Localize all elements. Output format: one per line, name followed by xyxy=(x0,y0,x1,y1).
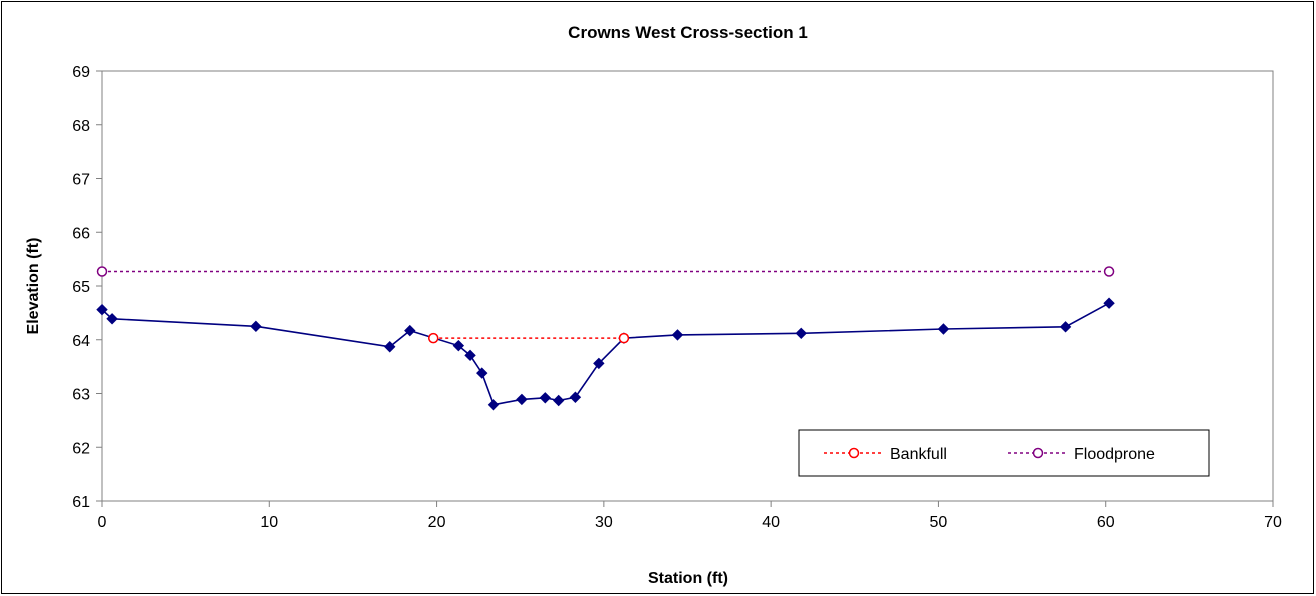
ground-point xyxy=(516,393,528,406)
legend-floodprone-marker xyxy=(1032,447,1044,459)
ground-point xyxy=(552,394,565,407)
y-tick-label: 68 xyxy=(72,118,90,135)
x-axis-label: Station (ft) xyxy=(648,570,728,587)
y-axis: 61 62 63 64 65 66 67 68 69 xyxy=(72,64,102,511)
ground-point xyxy=(464,349,476,362)
chart-title: Crowns West Cross-section 1 xyxy=(568,23,808,42)
ground-point xyxy=(106,313,118,325)
x-tick-label: 60 xyxy=(1097,514,1115,531)
floodprone-point xyxy=(96,266,108,277)
ground-point xyxy=(487,399,500,411)
series-layer xyxy=(96,266,1115,411)
ground-point xyxy=(404,324,416,337)
y-tick-label: 61 xyxy=(72,494,90,511)
x-tick-label: 10 xyxy=(260,514,278,531)
ground-point xyxy=(1103,297,1115,309)
y-tick-label: 67 xyxy=(72,172,90,189)
ground-point xyxy=(671,329,684,341)
y-tick-label: 62 xyxy=(72,440,90,457)
x-tick-label: 70 xyxy=(1264,514,1282,531)
x-tick-label: 0 xyxy=(98,514,107,531)
ground-point xyxy=(569,391,582,403)
ground-point xyxy=(795,327,807,340)
ground-point xyxy=(1059,321,1072,333)
x-axis: 0 10 20 30 40 50 60 70 xyxy=(98,501,1282,531)
y-tick-label: 65 xyxy=(72,279,90,296)
y-tick-label: 64 xyxy=(72,333,90,350)
legend-floodprone-label: Floodprone xyxy=(1074,446,1155,463)
x-tick-label: 30 xyxy=(595,514,613,531)
x-tick-label: 50 xyxy=(930,514,948,531)
bankfull-point xyxy=(427,332,439,344)
ground-point xyxy=(593,357,605,370)
y-tick-label: 63 xyxy=(72,387,90,404)
legend: Bankfull Floodprone xyxy=(798,429,1210,477)
ground-point xyxy=(96,303,108,316)
ground-point xyxy=(384,341,396,353)
bankfull-point xyxy=(618,332,630,344)
ground-point xyxy=(539,392,552,404)
x-tick-label: 40 xyxy=(762,514,780,531)
floodprone-point xyxy=(1103,266,1115,277)
ground-point xyxy=(452,339,465,352)
ground-point xyxy=(476,367,488,379)
series-line-ground xyxy=(101,302,1110,406)
y-axis-label: Elevation (ft) xyxy=(25,238,42,335)
ground-point xyxy=(250,320,262,333)
x-tick-label: 20 xyxy=(428,514,446,531)
legend-bankfull-marker xyxy=(848,447,860,459)
y-tick-label: 66 xyxy=(72,225,90,242)
ground-point xyxy=(937,323,950,335)
legend-bankfull-label: Bankfull xyxy=(890,446,947,463)
y-tick-label: 69 xyxy=(72,64,90,81)
